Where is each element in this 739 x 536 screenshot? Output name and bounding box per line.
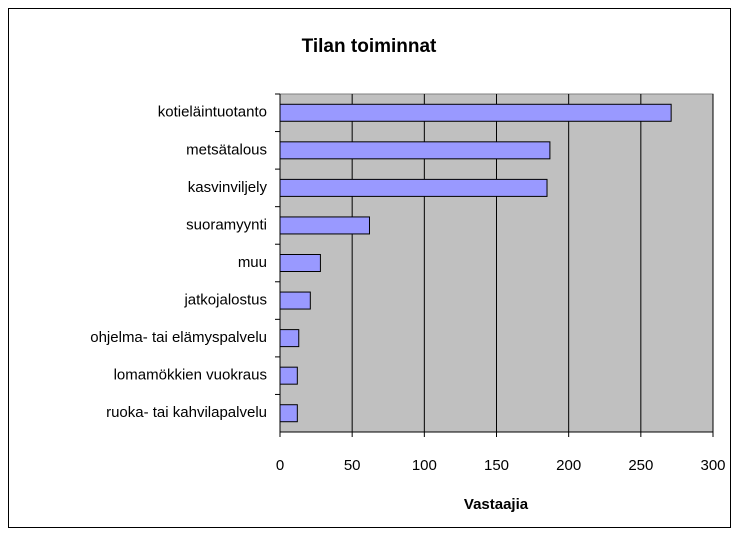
bar xyxy=(279,216,370,235)
x-axis-title: Vastaajia xyxy=(464,496,529,513)
y-tick-label: kasvinviljely xyxy=(188,179,268,196)
x-tick-label: 250 xyxy=(628,457,653,474)
bar xyxy=(279,103,672,122)
x-tick-label: 100 xyxy=(412,457,437,474)
y-tick-label: metsätalous xyxy=(186,141,267,158)
bar xyxy=(279,404,298,423)
bar xyxy=(279,254,321,272)
bar xyxy=(279,141,551,160)
y-tick-label: jatkojalostus xyxy=(183,292,267,309)
y-tick-label: ohjelma- tai elämyspalvelu xyxy=(90,329,267,346)
x-tick-label: 0 xyxy=(276,457,284,474)
bar xyxy=(279,178,548,197)
y-tick-label: suoramyynti xyxy=(186,216,267,233)
bar xyxy=(279,291,311,310)
y-tick-label: kotieläintuotanto xyxy=(158,104,267,121)
chart-title: Tilan toiminnat xyxy=(302,36,437,57)
x-tick-label: 150 xyxy=(484,457,509,474)
y-tick-label: muu xyxy=(238,254,267,271)
x-tick-label: 300 xyxy=(700,457,725,474)
y-tick-label: lomamökkien vuokraus xyxy=(114,367,267,384)
y-tick-label: ruoka- tai kahvilapalvelu xyxy=(106,404,267,421)
x-tick-label: 50 xyxy=(344,457,361,474)
x-tick-label: 200 xyxy=(556,457,581,474)
bar xyxy=(279,366,298,385)
bar xyxy=(279,329,300,348)
